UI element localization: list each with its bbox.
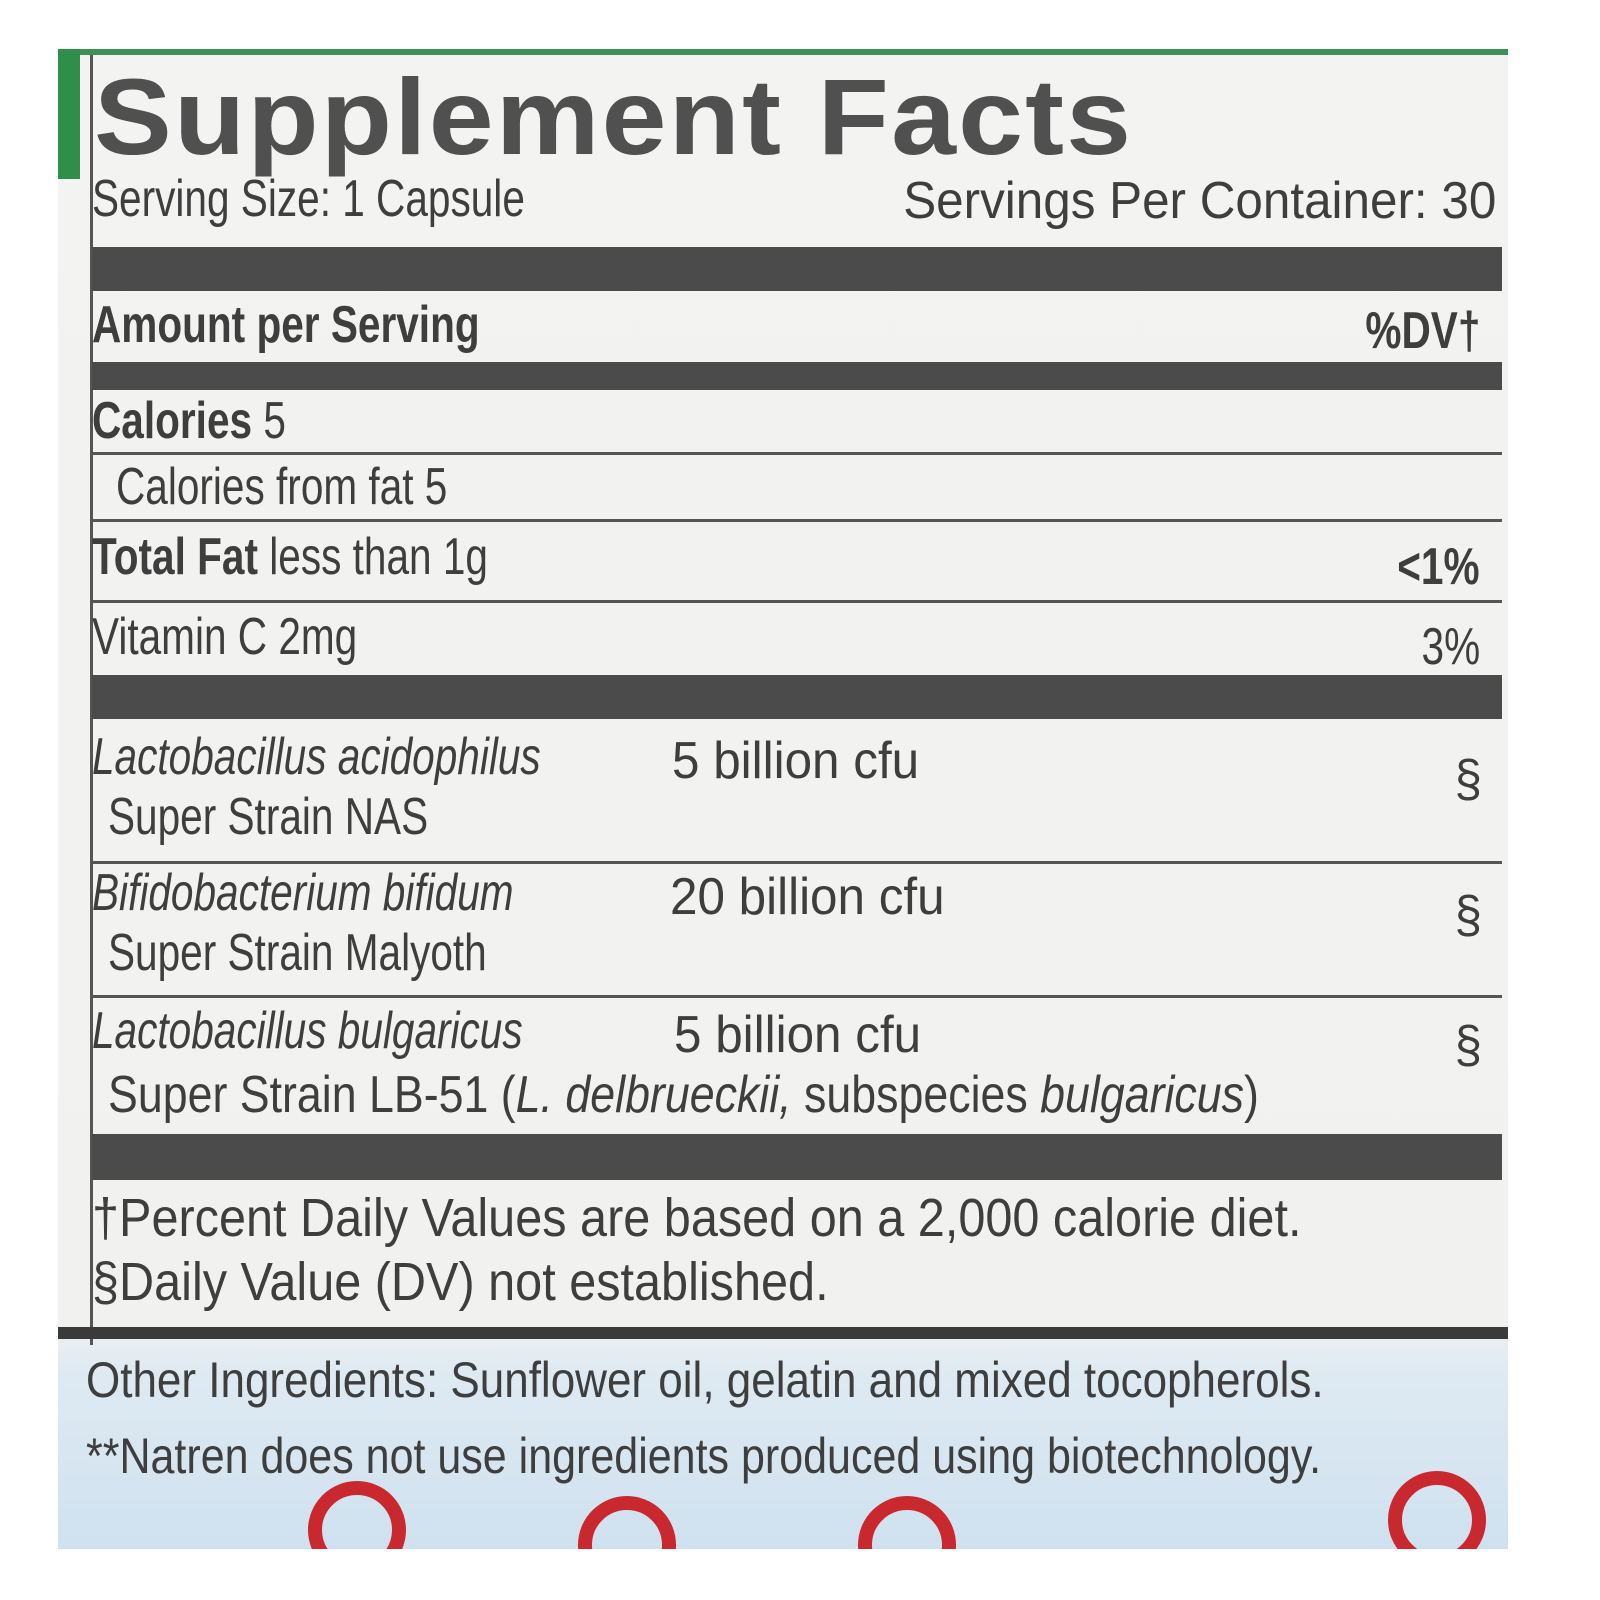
vitamin-c-dv: 3% xyxy=(1421,618,1480,676)
footnote-not-established: §Daily Value (DV) not established. xyxy=(92,1252,829,1312)
nutrient-amount: less than 1g xyxy=(257,528,488,586)
nutrient-row-calories-from-fat: Calories from fat 5 xyxy=(116,458,448,516)
red-logo-arc xyxy=(308,1481,406,1549)
divider xyxy=(92,519,1502,522)
green-edge xyxy=(58,49,1508,55)
red-logo-arc xyxy=(578,1496,676,1549)
probiotic-strain: Super Strain Malyoth xyxy=(108,924,487,982)
probiotic-amount: 5 billion cfu xyxy=(672,732,920,790)
nutrient-amount: 5 xyxy=(252,392,286,450)
dv-label: %DV† xyxy=(1365,302,1480,360)
supplement-label-photo: Supplement Facts Serving Size: 1 Capsule… xyxy=(58,49,1508,1549)
facts-panel-border xyxy=(90,55,1508,1345)
probiotic-name: Lactobacillus bulgaricus xyxy=(92,1002,523,1060)
red-logo-arc xyxy=(858,1496,956,1549)
panel-bottom-rule xyxy=(58,1327,1508,1339)
divider xyxy=(92,995,1502,998)
probiotic-dv: § xyxy=(1454,750,1482,808)
biotech-note: **Natren does not use ingredients produc… xyxy=(86,1428,1322,1484)
strain-text: subspecies xyxy=(791,1066,1041,1124)
thick-divider xyxy=(92,362,1502,390)
probiotic-dv: § xyxy=(1454,1016,1482,1074)
nutrient-name: Calories xyxy=(92,392,253,450)
divider xyxy=(92,452,1502,455)
strain-species: L. delbrueckii, xyxy=(515,1066,792,1124)
strain-text: Super Strain LB-51 ( xyxy=(108,1066,516,1124)
panel-title: Supplement Facts xyxy=(94,56,1134,177)
nutrient-row-total-fat: Total Fat less than 1g xyxy=(92,531,488,583)
probiotic-amount: 5 billion cfu xyxy=(674,1006,922,1064)
footnote-dv: †Percent Daily Values are based on a 2,0… xyxy=(92,1188,1302,1248)
thick-divider xyxy=(92,247,1502,291)
probiotic-strain: Super Strain NAS xyxy=(108,788,429,846)
serving-size: Serving Size: 1 Capsule xyxy=(92,170,525,228)
green-strip xyxy=(58,49,80,179)
probiotic-name: Bifidobacterium bifidum xyxy=(92,864,514,922)
strain-text: ) xyxy=(1244,1066,1259,1124)
probiotic-dv: § xyxy=(1454,886,1482,944)
servings-per-container: Servings Per Container: 30 xyxy=(902,172,1496,230)
nutrient-row-vitamin-c: Vitamin C 2mg xyxy=(92,608,358,666)
divider xyxy=(92,600,1502,603)
thick-divider xyxy=(92,675,1502,719)
total-fat-dv: <1% xyxy=(1397,538,1480,596)
probiotic-name: Lactobacillus acidophilus xyxy=(92,728,541,786)
amount-per-serving-label: Amount per Serving xyxy=(92,296,480,354)
nutrient-name: Total Fat xyxy=(92,528,258,586)
strain-species: bulgaricus xyxy=(1040,1066,1245,1124)
probiotic-strain: Super Strain LB-51 (L. delbrueckii, subs… xyxy=(108,1069,1259,1121)
divider xyxy=(92,861,1502,864)
nutrient-row-calories: Calories 5 xyxy=(92,395,286,447)
other-ingredients: Other Ingredients: Sunflower oil, gelati… xyxy=(86,1352,1324,1408)
red-logo-arc xyxy=(1388,1471,1486,1549)
thick-divider xyxy=(92,1134,1502,1180)
probiotic-amount: 20 billion cfu xyxy=(670,868,945,926)
